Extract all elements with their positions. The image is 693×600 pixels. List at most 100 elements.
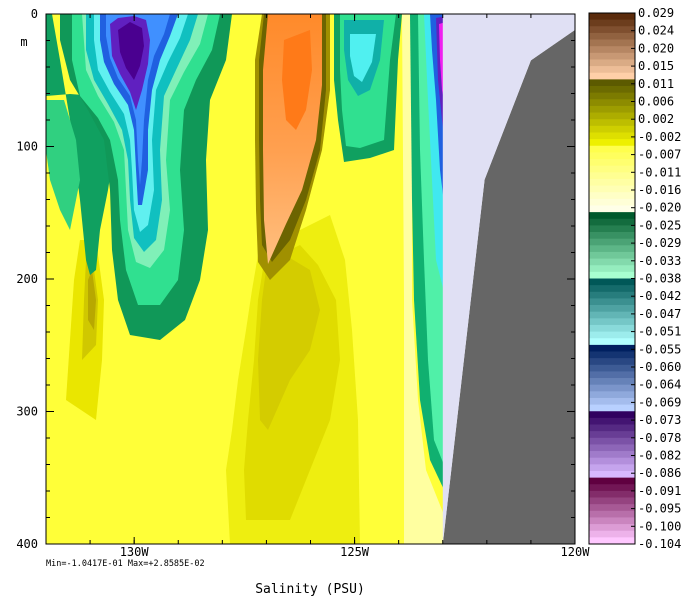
colorbar-label-12: -0.025 xyxy=(638,218,681,232)
colorbar-swatch xyxy=(589,159,635,167)
colorbar-swatch xyxy=(589,451,635,459)
colorbar-swatch xyxy=(589,139,635,147)
colorbar-swatch xyxy=(589,152,635,160)
colorbar-label-17: -0.047 xyxy=(638,307,681,321)
colorbar-swatch xyxy=(589,371,635,379)
colorbar-swatch xyxy=(589,178,635,186)
colorbar-swatch xyxy=(589,457,635,465)
colorbar-label-8: -0.007 xyxy=(638,148,681,162)
colorbar-swatch xyxy=(589,132,635,140)
colorbar-swatch xyxy=(589,13,635,21)
colorbar-swatch xyxy=(589,19,635,27)
colorbar-swatch xyxy=(589,119,635,127)
regions-layer xyxy=(442,14,575,544)
x-tick-label-0: 130W xyxy=(120,545,150,559)
x-tick-label-2: 120W xyxy=(561,545,591,559)
colorbar-label-0: 0.029 xyxy=(638,6,674,20)
colorbar-swatch xyxy=(589,212,635,220)
colorbar-swatch xyxy=(589,46,635,54)
colorbar-swatch xyxy=(589,318,635,326)
colorbar-swatch xyxy=(589,59,635,67)
colorbar-swatch xyxy=(589,477,635,485)
colorbar-swatch xyxy=(589,298,635,306)
colorbar-label-3: 0.015 xyxy=(638,59,674,73)
colorbar-label-5: 0.006 xyxy=(638,95,674,109)
colorbar-swatch xyxy=(589,125,635,133)
y-axis: 0 100 200 300 400 xyxy=(16,7,575,551)
colorbar-swatch xyxy=(589,530,635,538)
contour-orange-deep xyxy=(282,30,312,130)
contour-cyan-right xyxy=(350,34,376,82)
colorbar-swatch xyxy=(589,344,635,352)
colorbar-label-21: -0.064 xyxy=(638,378,681,392)
colorbar-label-16: -0.042 xyxy=(638,289,681,303)
colorbar-swatch xyxy=(589,404,635,412)
colorbar-label-27: -0.091 xyxy=(638,484,681,498)
colorbar-swatch xyxy=(589,311,635,319)
colorbar-swatch xyxy=(589,238,635,246)
colorbar-label-19: -0.055 xyxy=(638,342,681,356)
contour-green-left-inner xyxy=(46,100,80,230)
colorbar-swatch xyxy=(589,112,635,120)
colorbar-swatch xyxy=(589,397,635,406)
colorbar-label-4: 0.011 xyxy=(638,77,674,91)
colorbar-swatch xyxy=(589,324,635,332)
contour-olive-band-6 xyxy=(88,270,96,330)
colorbar-swatch xyxy=(589,444,635,452)
colorbar-swatch xyxy=(589,510,635,518)
colorbar-swatch xyxy=(589,198,635,206)
colorbar-swatch xyxy=(589,52,635,60)
colorbar-swatch xyxy=(589,384,635,392)
colorbar-swatch xyxy=(589,305,635,313)
colorbar-swatch xyxy=(589,517,635,525)
colorbar-swatch xyxy=(589,504,635,512)
y-tick-label-3: 300 xyxy=(16,405,38,419)
colorbar-swatch xyxy=(589,245,635,253)
colorbar-label-20: -0.060 xyxy=(638,360,681,374)
colorbar-label-24: -0.078 xyxy=(638,431,681,445)
colorbar-label-10: -0.016 xyxy=(638,183,681,197)
colorbar-label-15: -0.038 xyxy=(638,272,681,286)
contour-coastal-yellow xyxy=(402,14,446,544)
colorbar-swatch xyxy=(589,464,635,472)
colorbar-swatch xyxy=(589,411,635,419)
colorbar-swatch xyxy=(589,72,635,80)
y-tick-label-1: 100 xyxy=(16,140,38,154)
x-axis-label: Salinity (PSU) xyxy=(255,582,365,597)
y-tick-label-0: 0 xyxy=(31,7,38,21)
colorbar-label-26: -0.086 xyxy=(638,466,681,480)
colorbar-swatch xyxy=(589,497,635,505)
colorbar-swatch xyxy=(589,145,635,153)
region-missing xyxy=(442,14,575,544)
colorbar-swatch xyxy=(589,490,635,498)
colorbar-swatch xyxy=(589,431,635,439)
colorbar-swatch xyxy=(589,185,635,193)
colorbar-swatch xyxy=(589,218,635,226)
colorbar-swatch xyxy=(589,378,635,386)
colorbar-swatch xyxy=(589,271,635,279)
colorbar-swatch xyxy=(589,92,635,100)
colorbar-swatch xyxy=(589,225,635,233)
colorbar-label-30: -0.104 xyxy=(638,537,681,551)
colorbar: 0.029 0.024 0.020 0.015 0.011 0.006 0.002 -0.00… xyxy=(588,6,681,551)
y-tick-label-4: 400 xyxy=(16,537,38,551)
colorbar-swatch xyxy=(589,484,635,492)
colorbar-label-6: 0.002 xyxy=(638,112,674,126)
colorbar-label-2: 0.020 xyxy=(638,41,674,55)
colorbar-swatch xyxy=(589,391,635,399)
colorbar-swatch xyxy=(589,338,635,346)
colorbar-label-18: -0.051 xyxy=(638,325,681,339)
colorbar-label-1: 0.024 xyxy=(638,24,674,38)
region-land xyxy=(442,29,575,544)
colorbar-swatch xyxy=(589,358,635,366)
colorbar-swatch xyxy=(589,165,635,173)
colorbar-swatch xyxy=(589,99,635,107)
colorbar-swatch xyxy=(589,205,635,213)
y-tick-label-2: 200 xyxy=(16,272,38,286)
colorbar-swatch xyxy=(589,437,635,445)
colorbar-label-25: -0.082 xyxy=(638,449,681,463)
colorbar-swatch xyxy=(589,537,635,545)
colorbar-label-13: -0.029 xyxy=(638,236,681,250)
colorbar-label-28: -0.095 xyxy=(638,502,681,516)
